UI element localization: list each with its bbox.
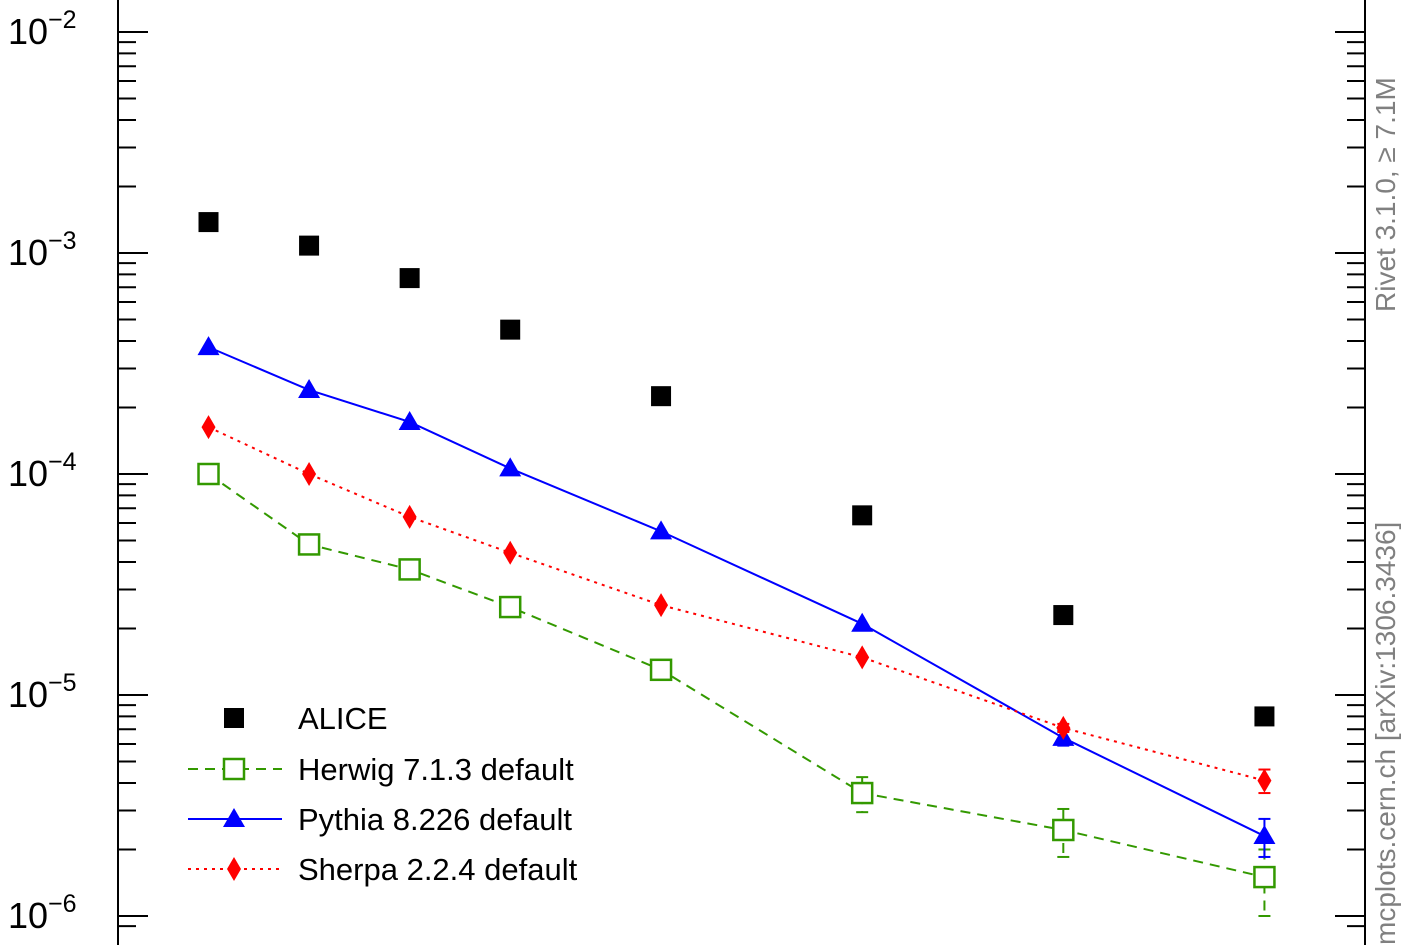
tick-exponent: −6 xyxy=(48,890,77,918)
data-point xyxy=(201,415,216,440)
data-point xyxy=(851,612,874,632)
data-point xyxy=(299,235,320,256)
data-point xyxy=(402,504,417,529)
data-point xyxy=(399,268,420,289)
legend-marker xyxy=(223,808,245,827)
data-point xyxy=(197,462,220,486)
side-text-bottom: mcplots.cern.ch [arXiv:1306.3436] xyxy=(1370,522,1401,945)
data-point xyxy=(852,505,873,526)
y-axis-tick-labels: 10−210−310−410−510−6 xyxy=(8,6,77,936)
data-point xyxy=(398,410,421,430)
legend-item: ALICE xyxy=(224,701,388,736)
data-point xyxy=(498,595,522,619)
data-point xyxy=(1052,818,1075,842)
tick-base: 10 xyxy=(8,11,48,52)
data-point xyxy=(398,558,421,581)
y-tick-label: 10−4 xyxy=(8,448,77,494)
plot-frame xyxy=(117,0,1366,945)
legend-label: Herwig 7.1.3 default xyxy=(298,752,574,787)
legend: ALICE Herwig 7.1.3 default Pythia 8.226 de… xyxy=(188,701,578,887)
legend-item: Sherpa 2.2.4 default xyxy=(188,852,578,887)
data-point xyxy=(198,212,219,233)
y-tick-label: 10−3 xyxy=(8,227,77,273)
data-point xyxy=(651,386,672,407)
series-sherpa xyxy=(201,415,1272,795)
data-point xyxy=(1253,865,1276,889)
series-line xyxy=(208,346,1265,837)
data-point xyxy=(503,540,518,565)
series-alice xyxy=(198,212,1275,727)
y-tick-label: 10−5 xyxy=(8,669,77,715)
side-text-top: Rivet 3.1.0, ≥ 7.1M xyxy=(1370,77,1401,312)
tick-base: 10 xyxy=(8,895,48,936)
series-herwig xyxy=(197,462,1276,917)
data-point xyxy=(298,378,321,398)
data-point xyxy=(1257,768,1272,793)
legend-marker xyxy=(224,708,244,728)
legend-item: Herwig 7.1.3 default xyxy=(188,752,574,787)
legend-label: Pythia 8.226 default xyxy=(298,802,572,837)
data-point xyxy=(650,520,673,540)
tick-base: 10 xyxy=(8,453,48,494)
data-point xyxy=(1056,715,1071,740)
tick-exponent: −5 xyxy=(48,669,77,697)
y-axis-ticks xyxy=(118,31,1365,928)
series-line xyxy=(207,473,1265,879)
tick-base: 10 xyxy=(8,232,48,273)
data-point xyxy=(855,645,870,670)
legend-item: Pythia 8.226 default xyxy=(188,802,572,837)
tick-exponent: −4 xyxy=(48,448,77,476)
data-point xyxy=(1053,605,1074,626)
y-tick-label: 10−2 xyxy=(8,6,77,52)
data-point xyxy=(654,593,669,618)
series-line xyxy=(208,426,1265,782)
legend-label: Sherpa 2.2.4 default xyxy=(298,852,578,887)
legend-label: ALICE xyxy=(298,701,388,736)
data-point xyxy=(197,336,220,356)
data-point xyxy=(1253,825,1276,845)
legend-marker xyxy=(227,857,241,881)
y-tick-label: 10−6 xyxy=(8,890,77,936)
data-point xyxy=(500,319,521,340)
data-point xyxy=(499,457,522,477)
tick-exponent: −2 xyxy=(48,6,77,34)
tick-exponent: −3 xyxy=(48,227,77,255)
data-point xyxy=(1254,706,1275,727)
tick-base: 10 xyxy=(8,674,48,715)
data-point xyxy=(649,658,673,682)
data-point xyxy=(297,533,321,556)
data-point xyxy=(850,781,874,805)
legend-marker xyxy=(222,757,246,781)
data-series xyxy=(197,212,1276,917)
data-point xyxy=(302,462,317,486)
